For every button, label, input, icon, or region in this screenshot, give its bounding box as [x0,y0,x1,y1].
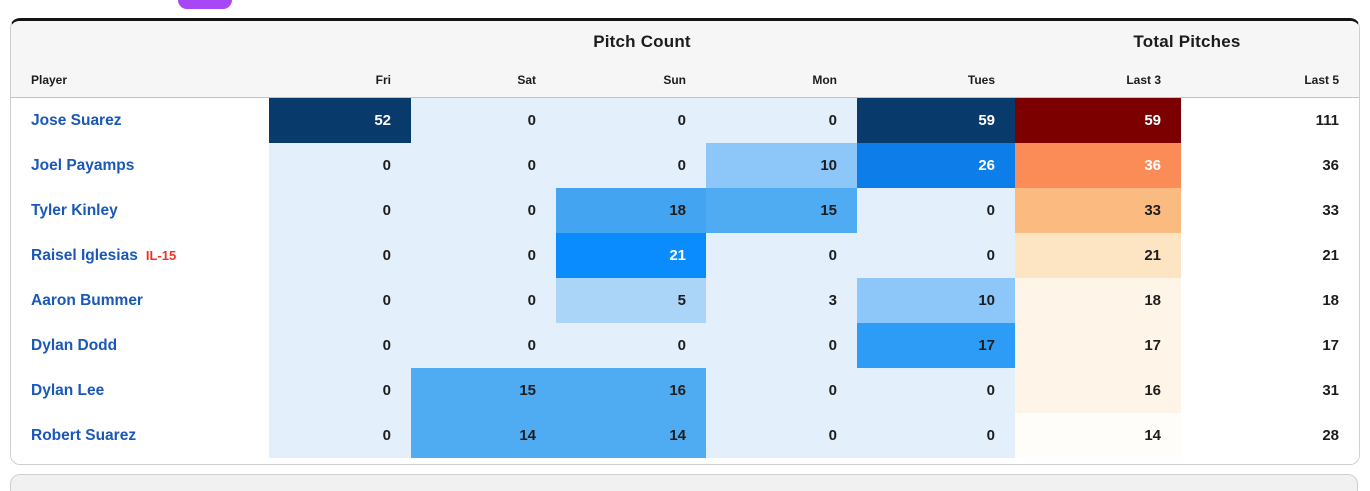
pitch-count-cell: 0 [411,143,556,188]
last5-cell: 28 [1181,413,1359,458]
player-cell: Joel Payamps [11,143,269,188]
column-header-fri: Fri [375,72,391,87]
pitch-count-cell: 0 [706,323,857,368]
pitch-count-cell: 10 [857,278,1015,323]
table-header: Pitch Count Total Pitches Player Fri Sat Su… [11,21,1359,98]
pitch-count-cell: 15 [706,188,857,233]
player-link[interactable]: Tyler Kinley [31,201,118,219]
pitch-count-cell: 0 [706,368,857,413]
pitch-count-cell: 0 [411,233,556,278]
group-header-pitch-count: Pitch Count [593,31,691,51]
last3-cell: 18 [1015,278,1181,323]
last3-cell: 36 [1015,143,1181,188]
player-link[interactable]: Raisel Iglesias [31,246,138,264]
last5-cell: 21 [1181,233,1359,278]
column-header-player: Player [31,72,68,87]
pitch-count-cell: 0 [269,233,411,278]
last3-cell: 21 [1015,233,1181,278]
pitch-count-cell: 17 [857,323,1015,368]
pitch-count-cell: 21 [556,233,706,278]
table-body: Jose Suarez 52 0 0 0 59 59 111 Joel Payamps 0 0 0 10… [11,98,1359,464]
table-row: Robert Suarez 0 14 14 0 0 14 28 [11,413,1359,458]
next-card-top-edge [10,474,1358,491]
last5-cell: 33 [1181,188,1359,233]
pitch-count-cell: 16 [556,368,706,413]
column-header-last-3: Last 3 [1126,72,1161,87]
last5-cell: 111 [1181,98,1359,143]
last5-cell: 36 [1181,143,1359,188]
player-cell: Dylan Lee [11,368,269,413]
pitch-count-cell: 0 [556,143,706,188]
last5-cell: 17 [1181,323,1359,368]
table-row: Raisel Iglesias IL-15 0 0 21 0 0 21 21 [11,233,1359,278]
pitch-count-cell: 0 [411,278,556,323]
pitch-count-cell: 0 [556,323,706,368]
pitch-count-cell: 0 [269,278,411,323]
pitch-count-cell: 5 [556,278,706,323]
pitch-count-cell: 0 [706,413,857,458]
pitch-count-cell: 0 [269,188,411,233]
pitch-count-cell: 3 [706,278,857,323]
pitch-count-cell: 0 [269,368,411,413]
pitch-count-cell: 0 [411,323,556,368]
pitch-count-cell: 0 [857,233,1015,278]
table-row: Dylan Dodd 0 0 0 0 17 17 17 [11,323,1359,368]
pitch-count-table: Pitch Count Total Pitches Player Fri Sat Su… [10,18,1360,465]
column-header-row: Player Fri Sat Sun Mon Tues Last 3 Last 5 [11,62,1359,98]
last5-cell: 31 [1181,368,1359,413]
player-cell: Jose Suarez [11,98,269,143]
pitch-count-cell: 0 [411,98,556,143]
column-header-sat: Sat [517,72,536,87]
pitch-count-cell: 0 [857,413,1015,458]
pitch-count-cell: 10 [706,143,857,188]
pitch-count-cell: 0 [269,413,411,458]
pitch-count-cell: 14 [411,413,556,458]
player-link[interactable]: Robert Suarez [31,426,137,444]
group-header-row: Pitch Count Total Pitches [11,21,1359,62]
table-row: Aaron Bummer 0 0 5 3 10 18 18 [11,278,1359,323]
column-header-tues: Tues [967,72,995,87]
last5-cell: 18 [1181,278,1359,323]
player-link[interactable]: Aaron Bummer [31,291,143,309]
column-header-mon: Mon [812,72,837,87]
pitch-count-cell: 14 [556,413,706,458]
injury-status-badge: IL-15 [145,248,177,263]
pitch-count-cell: 0 [706,98,857,143]
pitch-count-cell: 0 [857,368,1015,413]
player-cell: Aaron Bummer [11,278,269,323]
pitch-count-cell: 0 [411,188,556,233]
pitch-count-cell: 0 [556,98,706,143]
player-cell: Robert Suarez [11,413,269,458]
player-link[interactable]: Joel Payamps [31,156,135,174]
player-cell: Dylan Dodd [11,323,269,368]
pitch-count-cell: 26 [857,143,1015,188]
pitch-count-cell: 0 [269,143,411,188]
last3-cell: 17 [1015,323,1181,368]
player-link[interactable]: Jose Suarez [31,111,122,129]
pitch-count-cell: 15 [411,368,556,413]
pitch-count-cell: 0 [706,233,857,278]
last3-cell: 59 [1015,98,1181,143]
top-cutoff-pill [178,0,232,9]
pitch-count-cell: 59 [857,98,1015,143]
table-row: Joel Payamps 0 0 0 10 26 36 36 [11,143,1359,188]
pitch-count-cell: 18 [556,188,706,233]
last3-cell: 33 [1015,188,1181,233]
table-row: Jose Suarez 52 0 0 0 59 59 111 [11,98,1359,143]
group-header-total-pitches: Total Pitches [1133,31,1241,51]
last3-cell: 16 [1015,368,1181,413]
player-cell: Tyler Kinley [11,188,269,233]
column-header-sun: Sun [663,72,686,87]
column-header-last-5: Last 5 [1304,72,1339,87]
player-link[interactable]: Dylan Lee [31,381,105,399]
player-link[interactable]: Dylan Dodd [31,336,118,354]
pitch-count-cell: 0 [269,323,411,368]
table-row: Dylan Lee 0 15 16 0 0 16 31 [11,368,1359,413]
last3-cell: 14 [1015,413,1181,458]
table-row: Tyler Kinley 0 0 18 15 0 33 33 [11,188,1359,233]
pitch-count-cell: 0 [857,188,1015,233]
player-cell: Raisel Iglesias IL-15 [11,233,269,278]
pitch-count-cell: 52 [269,98,411,143]
